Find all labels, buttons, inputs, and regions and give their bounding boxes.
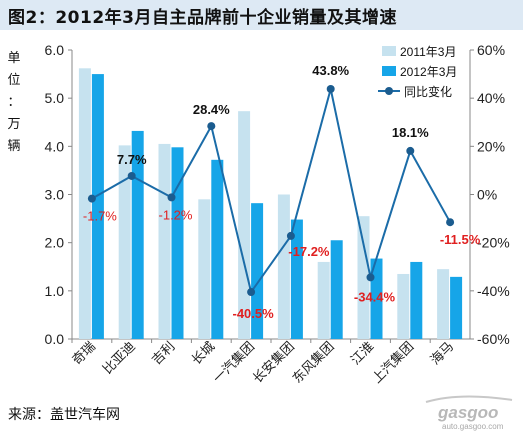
bar-2011 [198, 199, 211, 339]
y2-tick-label: 60% [477, 42, 505, 58]
x-tick-label: 东风集团 [289, 339, 336, 386]
page-title: 图2：2012年3月自主品牌前十企业销量及其增速 [8, 8, 397, 28]
svg-text:auto.gasgoo.com: auto.gasgoo.com [442, 422, 504, 431]
y2-tick-label: 40% [477, 90, 505, 106]
x-tick-label: 上汽集团 [369, 339, 416, 386]
bar-2012 [251, 203, 264, 339]
y-axis-label-char: ： [7, 94, 20, 109]
growth-point [167, 193, 176, 202]
y-tick-label: 5.0 [45, 90, 65, 106]
x-tick-label: 长城 [188, 339, 217, 368]
growth-line [91, 88, 451, 295]
x-tick-label: 奇瑞 [69, 339, 98, 368]
growth-point [127, 171, 136, 180]
title-bar: 图2：2012年3月自主品牌前十企业销量及其增速 [0, 0, 523, 30]
legend-swatch-2011 [382, 46, 396, 56]
bar-2012 [330, 240, 343, 339]
data-label: -1.2% [159, 207, 193, 222]
labels: -1.7% 7.7% -1.2% 28.4% -40.5% -17.2% 43.8% -34.… [83, 63, 481, 321]
y-tick-label: 4.0 [45, 138, 65, 154]
gasgoo-logo: gasgoo auto.gasgoo.com [425, 395, 513, 431]
y-axis-label-char: 辆 [7, 138, 20, 153]
legend-label-2012: 2012年3月 [400, 65, 457, 79]
growth-point [87, 194, 96, 203]
y2-tick-label: 0% [477, 187, 497, 203]
bar-2012 [410, 261, 423, 339]
data-label: -17.2% [288, 244, 330, 259]
source-note: 来源：盖世汽车网 [8, 407, 120, 423]
chart: 0.0 1.0 2.0 3.0 4.0 5.0 6.0 -60% -40% -20% 0% 20% 40… [7, 42, 510, 386]
svg-text:gasgoo: gasgoo [437, 403, 498, 422]
y2-tick-label: 20% [477, 138, 505, 154]
data-label: -40.5% [232, 306, 274, 321]
bar-2011 [437, 269, 450, 339]
legend-label-growth: 同比变化 [404, 84, 452, 99]
bar-2011 [317, 261, 330, 339]
y2-tick-label: -20% [477, 235, 510, 251]
growth-point [286, 231, 295, 240]
data-label: -11.5% [440, 232, 481, 247]
bar-2011 [277, 194, 290, 339]
x-tick-label: 长安集团 [250, 339, 297, 386]
y-tick-label: 1.0 [45, 283, 65, 299]
x-tick-label: 江淮 [348, 339, 377, 368]
data-label: 43.8% [312, 63, 349, 78]
y2-tick-label: -60% [477, 331, 510, 347]
bar-2012 [211, 159, 224, 339]
legend-marker-growth [385, 87, 393, 95]
y-axis-label-char: 万 [7, 116, 20, 131]
data-label: 7.7% [117, 152, 147, 167]
legend-swatch-2012 [382, 66, 396, 76]
y-tick-label: 2.0 [45, 235, 65, 251]
bar-2011 [238, 111, 251, 340]
growth-point [326, 85, 335, 94]
y-tick-label: 0.0 [45, 331, 65, 347]
data-label: -34.4% [354, 289, 396, 304]
growth-point [406, 146, 415, 155]
y-tick-label: 3.0 [45, 187, 65, 203]
y-tick-label: 6.0 [45, 42, 65, 58]
y-axis-label-char: 单 [7, 50, 20, 65]
bar-2012 [91, 74, 104, 339]
x-tick-label: 海马 [427, 339, 456, 368]
growth-point [207, 122, 216, 131]
bar-2011 [78, 68, 91, 339]
y-axis-label-char: 位 [7, 72, 20, 87]
bars [78, 68, 463, 340]
y2-tick-label: -40% [477, 283, 510, 299]
bar-2012 [290, 219, 303, 339]
x-tick-label: 一汽集团 [210, 339, 257, 386]
bar-2011 [118, 145, 131, 339]
bar-2012 [171, 147, 184, 339]
bar-2012 [450, 276, 463, 339]
legend-label-2011: 2011年3月 [400, 45, 456, 59]
bar-2011 [357, 216, 370, 339]
data-label: -1.7% [83, 209, 117, 224]
growth-point [366, 273, 375, 282]
growth-point [446, 218, 455, 227]
bar-2011 [397, 273, 410, 339]
bar-2012 [131, 130, 144, 339]
data-label: 28.4% [193, 102, 230, 117]
bar-2011 [158, 143, 171, 339]
x-tick-label: 比亚迪 [100, 339, 138, 377]
growth-point [247, 288, 256, 297]
data-label: 18.1% [392, 125, 429, 140]
x-tick-label: 吉利 [149, 339, 178, 368]
line-series [87, 85, 455, 297]
